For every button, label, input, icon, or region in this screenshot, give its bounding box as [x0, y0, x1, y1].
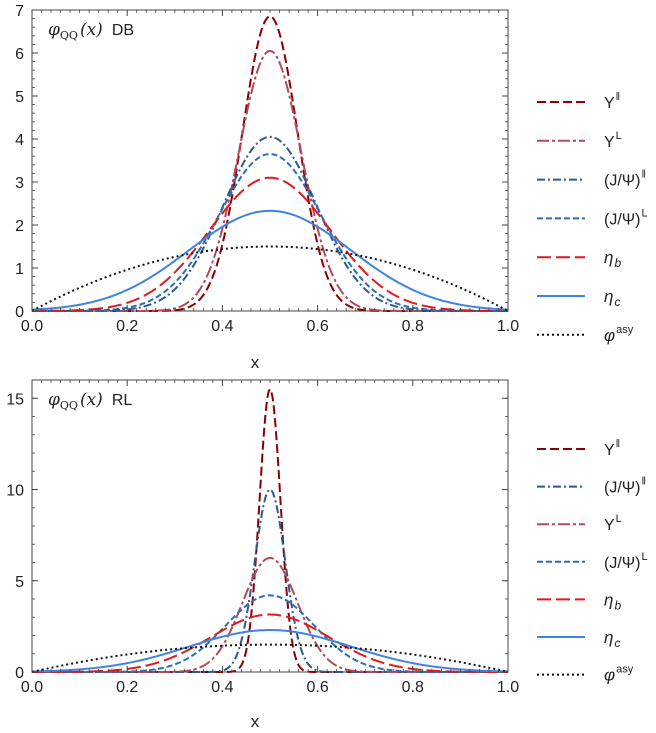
legend-label-4: ηb — [604, 248, 621, 270]
panel-db: 0.0 0.2 0.4 0.6 0.8 1.0 0 1 2 3 4 5 6 7 x φQQ (x) DB Υ‖ ΥL (… — [15, 3, 648, 372]
x-tick-label: 0.4 — [211, 318, 233, 335]
y-tick-label: 15 — [6, 391, 24, 408]
series-line-5 — [31, 209, 509, 311]
y-tick-label: 0 — [15, 665, 24, 682]
panel-rl: 0.0 0.2 0.4 0.6 0.8 1.0 0 5 10 15 x φQQ (x) RL Υ‖ (J/Ψ)… — [6, 379, 648, 731]
series-line-0 — [32, 15, 508, 312]
legend: Υ‖ ΥL (J/Ψ)‖ (J/Ψ)L ηb ηc φasy — [537, 91, 648, 345]
series-line-4 — [32, 176, 508, 312]
x-tick-label: 0.2 — [116, 679, 138, 696]
y-tick-label: 5 — [15, 574, 24, 591]
x-tick-label: 0.8 — [402, 679, 424, 696]
series-layer — [31, 15, 509, 312]
x-axis-title: x — [251, 712, 260, 731]
series-line-6 — [31, 245, 509, 312]
series-layer — [31, 387, 509, 673]
series-line-2 — [32, 556, 508, 673]
series-line-3 — [32, 594, 508, 673]
series-line-1 — [32, 49, 508, 312]
legend-label-4: ηb — [604, 590, 621, 612]
legend-label-5: ηc — [604, 628, 620, 650]
series-line-2 — [32, 135, 508, 312]
legend-label-0: Υ‖ — [604, 438, 620, 459]
x-axis-title: x — [251, 353, 260, 372]
y-tick-label: 5 — [15, 89, 24, 106]
legend-label-6: φasy — [604, 324, 634, 345]
y-tick-label: 3 — [15, 175, 24, 192]
legend-label-3: (J/Ψ)L — [604, 207, 648, 228]
x-tick-label: 0.4 — [211, 679, 233, 696]
legend-label-1: ΥL — [604, 130, 622, 151]
x-tick-label: 1.0 — [497, 679, 519, 696]
series-line-6 — [31, 643, 509, 673]
legend-label-5: ηc — [604, 287, 620, 309]
panel-label: φQQ (x) DB — [48, 20, 134, 42]
y-tick-label: 1 — [15, 261, 24, 278]
legend-label-1: (J/Ψ)‖ — [604, 476, 646, 497]
legend-label-3: (J/Ψ)L — [604, 551, 648, 572]
x-tick-label: 0.6 — [306, 679, 328, 696]
y-tick-label: 0 — [15, 304, 24, 321]
y-tick-label: 6 — [15, 46, 24, 63]
series-line-5 — [31, 629, 509, 673]
y-tick-label: 4 — [15, 132, 24, 149]
x-tick-label: 1.0 — [497, 318, 519, 335]
legend: Υ‖ (J/Ψ)‖ ΥL (J/Ψ)L ηb ηc φasy — [537, 438, 648, 685]
y-tick-label: 10 — [6, 483, 24, 500]
legend-label-2: (J/Ψ)‖ — [604, 169, 646, 190]
x-tick-label: 0.0 — [21, 318, 43, 335]
series-line-4 — [32, 613, 508, 673]
legend-label-0: Υ‖ — [604, 91, 620, 112]
legend-label-6: φasy — [604, 664, 634, 685]
plot-frame — [31, 9, 509, 312]
plot-frame — [31, 379, 509, 673]
x-tick-label: 0.0 — [21, 679, 43, 696]
panel-label: φQQ (x) RL — [48, 390, 132, 412]
x-tick-label: 0.6 — [306, 318, 328, 335]
y-tick-label: 2 — [15, 218, 24, 235]
y-tick-label: 7 — [15, 3, 24, 20]
x-tick-label: 0.8 — [402, 318, 424, 335]
x-tick-label: 0.2 — [116, 318, 138, 335]
legend-label-2: ΥL — [604, 513, 622, 534]
